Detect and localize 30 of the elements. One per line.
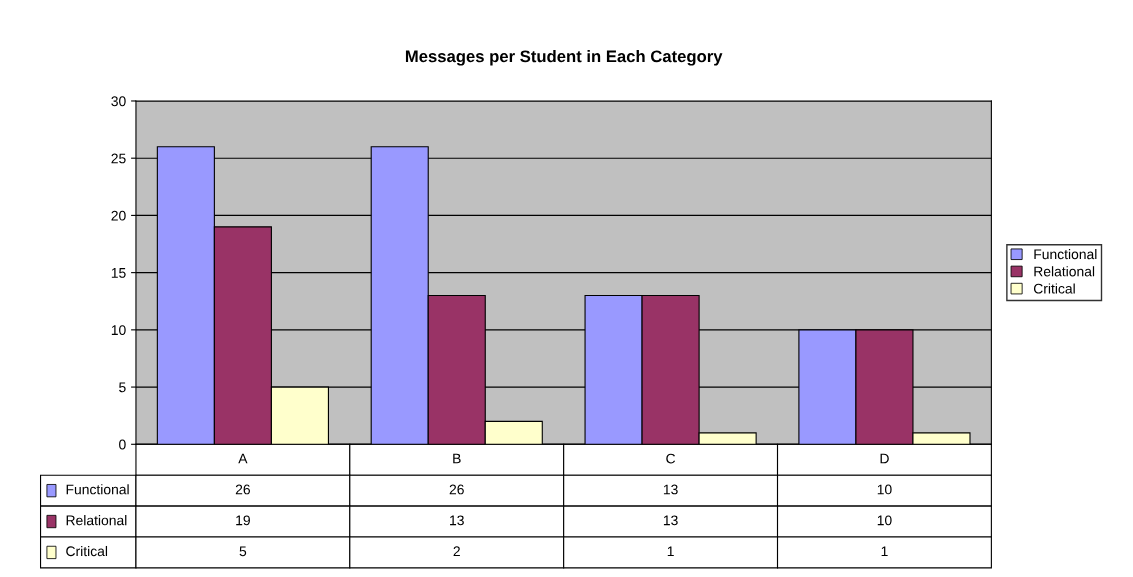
y-tick-label: 20 [111,210,126,221]
x-tick-label: B [453,453,461,464]
text: Functional [1034,249,1097,260]
data-label: 1 [881,546,888,557]
data-label: 26 [235,484,250,495]
data-label: 13 [663,515,678,526]
text: Relational [1034,266,1095,277]
data-label: 26 [449,484,464,495]
text: Critical [66,545,108,557]
y-tick-label: 0 [119,439,126,450]
data-label: 19 [236,515,250,526]
data-label: 5 [239,546,247,557]
data-label: 10 [877,515,892,526]
y-tick-label: 15 [111,268,126,278]
chart-title: Messages per Student in Each Category [405,50,723,66]
data-label: 1 [667,546,674,557]
data-label: 2 [453,546,460,557]
y-tick-label: 5 [119,382,126,393]
x-tick-label: A [238,453,248,464]
data-label: 10 [877,484,892,495]
x-tick-label: D [880,453,889,464]
x-tick-label: C [666,453,676,464]
data-label: 13 [663,484,678,495]
legend-label: Relational [66,515,127,526]
legend-label: Critical [1033,283,1075,294]
legend-label: Functional [66,484,129,495]
y-tick-label: 30 [111,96,126,107]
data-label: 13 [450,515,464,526]
y-tick-label: 10 [111,325,126,336]
y-tick-label: 25 [111,153,126,164]
